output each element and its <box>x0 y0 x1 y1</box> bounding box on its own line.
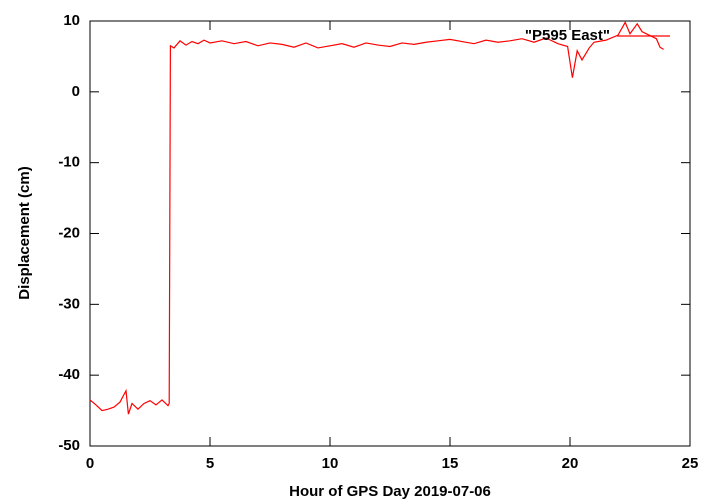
y-axis-label: Displacement (cm) <box>16 166 33 299</box>
y-tick-label: -10 <box>58 154 80 171</box>
y-tick-label: -50 <box>58 437 80 454</box>
data-line <box>89 21 664 415</box>
legend-label: "P595 East" <box>525 27 610 44</box>
x-tick-label: 20 <box>562 455 579 472</box>
x-tick-label: 5 <box>206 455 214 472</box>
x-tick-label: 0 <box>86 455 94 472</box>
y-tick-label: -20 <box>58 224 80 241</box>
y-tick-label: 0 <box>72 83 80 100</box>
x-tick-label: 10 <box>322 455 339 472</box>
y-tick-label: -40 <box>58 366 80 383</box>
x-tick-label: 15 <box>442 455 459 472</box>
x-axis-label: Hour of GPS Day 2019-07-06 <box>289 483 491 500</box>
y-tick-label: -30 <box>58 295 80 312</box>
plot-frame <box>89 20 691 447</box>
x-tick-label: 25 <box>682 455 699 472</box>
y-tick-label: 10 <box>63 12 80 29</box>
